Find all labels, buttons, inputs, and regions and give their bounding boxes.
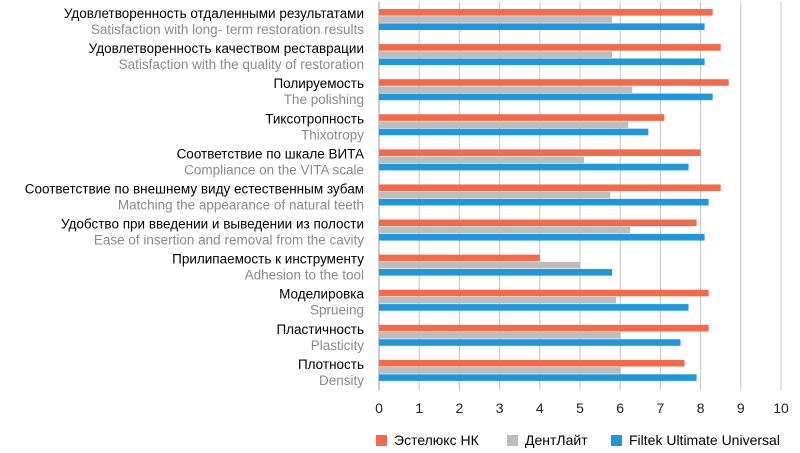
bar-1-6	[379, 184, 721, 192]
category-label-ru: Моделировка	[279, 287, 364, 302]
bar-1-9	[379, 289, 709, 297]
category-label-en: Plasticity	[311, 338, 365, 353]
bar-1-5	[379, 149, 701, 156]
bar-3-9	[379, 304, 689, 311]
bar-2-5	[379, 156, 585, 164]
bar-2-1	[379, 16, 613, 23]
bar-2-3	[379, 86, 633, 93]
bar-3-10	[379, 339, 681, 346]
category-label-en: Matching the appearance of natural teeth	[118, 197, 364, 212]
x-tick-label: 1	[415, 400, 423, 416]
category-label-ru: Удобство при введении и выведении из пол…	[61, 217, 364, 232]
category-label-ru: Пластичность	[276, 322, 364, 337]
bar-1-1	[379, 9, 713, 16]
category-label-ru: Полируемость	[273, 76, 364, 91]
category-label-ru: Соответствие по шкале ВИТА	[177, 146, 364, 161]
category-label-ru: Удовлетворенность отдаленными результата…	[64, 6, 364, 21]
bar-2-11	[379, 367, 621, 374]
x-tick-label: 0	[375, 400, 383, 416]
bar-1-2	[379, 44, 721, 51]
bar-1-7	[379, 219, 697, 227]
x-tick-label: 5	[576, 400, 584, 416]
category-label-en: Sprueing	[310, 303, 364, 318]
bar-3-6	[379, 198, 709, 206]
x-tick-label: 10	[773, 400, 789, 416]
x-tick-label: 8	[697, 400, 705, 416]
legend-swatch	[507, 435, 518, 446]
bar-1-3	[379, 79, 729, 86]
bar-1-11	[379, 359, 685, 367]
category-labels: Удовлетворенность отдаленными результата…	[25, 6, 365, 388]
x-tick-label: 6	[616, 400, 624, 416]
bar-2-4	[379, 121, 629, 129]
category-label-en: Density	[319, 373, 364, 388]
x-tick-label: 7	[657, 400, 665, 416]
bar-2-8	[379, 261, 580, 269]
bar-3-2	[379, 58, 705, 66]
bar-1-8	[379, 254, 540, 262]
bar-3-4	[379, 128, 649, 136]
category-label-ru: Тиксотропность	[265, 111, 364, 126]
legend-swatch	[376, 435, 387, 446]
bar-3-8	[379, 269, 613, 276]
x-tick-label: 3	[496, 400, 504, 416]
x-tick-label: 2	[456, 400, 464, 416]
category-label-ru: Плотность	[298, 357, 364, 372]
bar-2-7	[379, 226, 631, 234]
category-label-en: Adhesion to the tool	[245, 268, 364, 283]
legend-label: Эстелюкс НК	[394, 432, 480, 448]
bar-3-7	[379, 233, 705, 241]
category-label-ru: Соответствие по внешнему виду естественн…	[25, 181, 364, 196]
category-label-en: The polishing	[284, 92, 364, 107]
legend-swatch	[611, 435, 622, 446]
legend-label: ДентЛайт	[525, 432, 588, 448]
bar-2-6	[379, 191, 611, 199]
x-axis-ticks: 0 1 2 3 4 5 6 7 8 9 10	[375, 400, 789, 416]
category-label-ru: Удовлетворенность качеством реставрации	[89, 41, 364, 56]
legend: Эстелюкс НК ДентЛайт Filtek Ultimate Unive…	[376, 432, 780, 448]
bar-1-10	[379, 324, 709, 332]
x-tick-label: 4	[536, 400, 544, 416]
bar-2-10	[379, 332, 621, 339]
bars	[379, 9, 729, 381]
category-label-en: Satisfaction with the quality of restora…	[119, 57, 364, 72]
bar-3-3	[379, 93, 713, 101]
legend-label: Filtek Ultimate Universal	[629, 432, 780, 448]
bar-3-1	[379, 23, 705, 30]
bar-1-4	[379, 114, 665, 121]
bar-3-11	[379, 374, 697, 381]
category-label-en: Thixotropy	[301, 127, 364, 142]
bar-2-2	[379, 51, 613, 58]
category-label-en: Ease of insertion and removal from the c…	[94, 233, 364, 248]
category-label-en: Satisfaction with long- term restoration…	[91, 22, 364, 37]
bar-2-9	[379, 296, 617, 304]
category-label-en: Compliance on the VITA scale	[184, 162, 364, 177]
bar-3-5	[379, 163, 689, 171]
category-label-ru: Прилипаемость к инструменту	[172, 252, 364, 267]
x-tick-label: 9	[737, 400, 745, 416]
